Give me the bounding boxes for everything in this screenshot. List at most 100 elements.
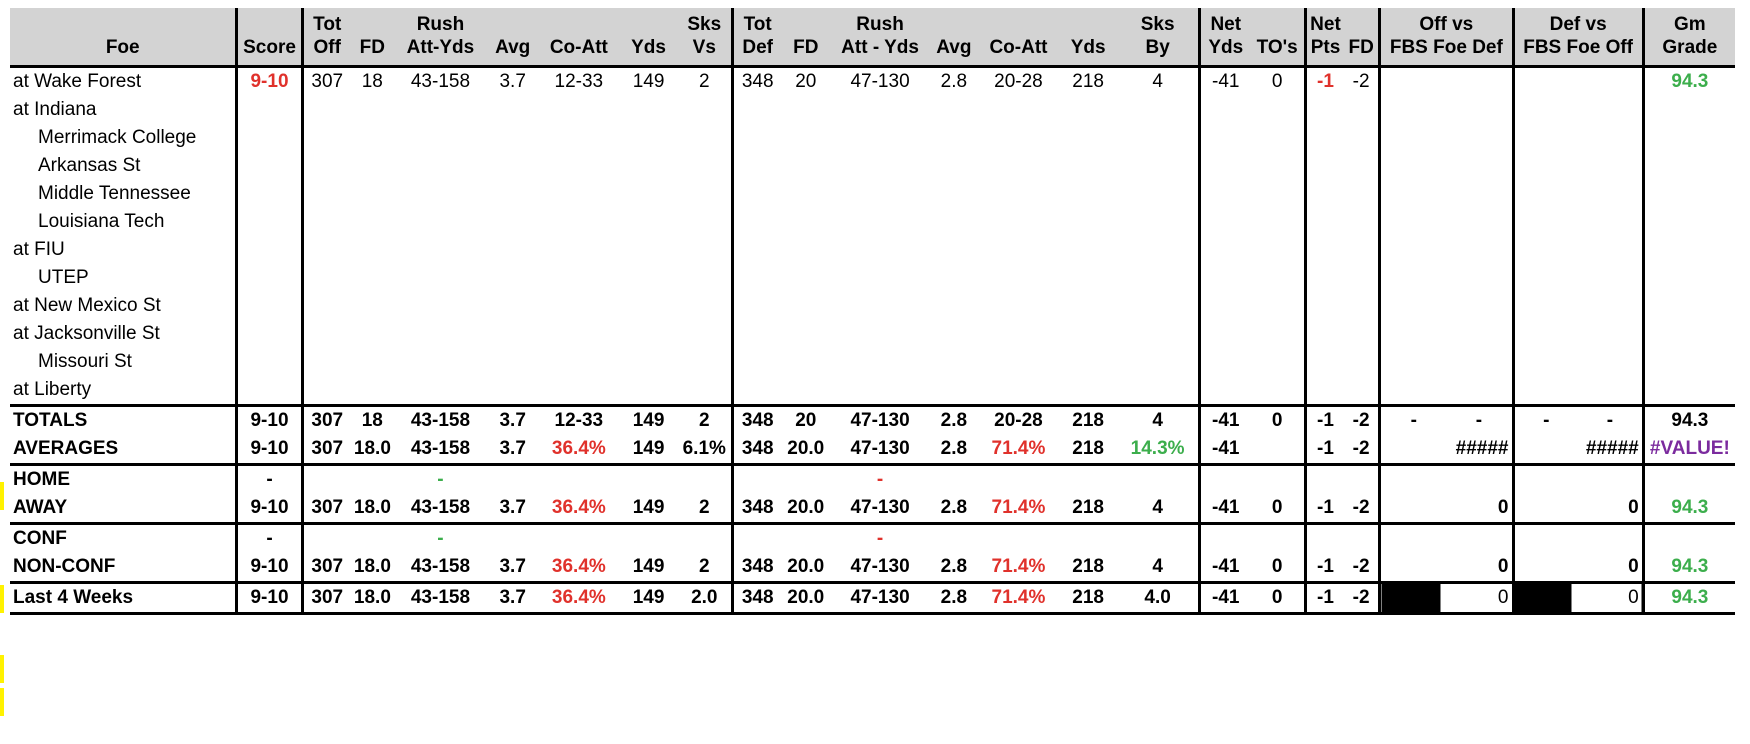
summary-cell: - (437, 469, 444, 490)
game-row: Middle Tennessee (10, 180, 1735, 208)
summary-cell: 218 (1059, 553, 1118, 584)
stat-cell (930, 96, 978, 124)
summary-cell (1641, 523, 1735, 553)
summary-cell: 47-130 (830, 494, 930, 525)
stat-cell (1511, 124, 1644, 152)
stat-cell (1303, 96, 1345, 124)
summary-cell: 94.3 (1641, 582, 1735, 615)
summary-cell: 47-130 (830, 553, 930, 584)
stat-cell (830, 124, 930, 152)
stat-cell (731, 96, 782, 124)
stat-cell (1117, 208, 1199, 236)
stat-cell (930, 180, 978, 208)
summary-cell: ##### (1511, 435, 1644, 466)
stat-cell (538, 96, 619, 124)
stat-cell (731, 180, 782, 208)
stat-cell (235, 180, 303, 208)
stat-cell (300, 376, 351, 406)
summary-cell: 94.3 (1641, 553, 1735, 584)
summary-cell (1198, 464, 1251, 494)
stat-cell (1641, 96, 1735, 124)
game-rows: at Wake Forest 9-10 307 18 43-158 3.7 12-33 149… (10, 66, 1735, 406)
stat-cell (538, 376, 619, 406)
stat-cell (394, 292, 488, 320)
stat-cell (1117, 376, 1199, 406)
game-row: at Liberty (10, 376, 1735, 406)
summary-cell: 149 (619, 494, 678, 525)
stat-cell (978, 152, 1059, 180)
summary-cell: 71.4% (977, 582, 1060, 615)
summary-cell: 348 (731, 435, 782, 466)
stat-cell: 20 (795, 71, 817, 92)
summary-cell (731, 464, 782, 494)
row-label: TOTALS (10, 404, 237, 435)
stat-cell (1641, 320, 1735, 348)
header-cell (538, 8, 620, 36)
game-row: UTEP (10, 264, 1735, 292)
summary-cell: 36.4% (538, 435, 620, 466)
stat-cell (1059, 152, 1117, 180)
header-cell: Off vs (1378, 8, 1513, 36)
stat-cell (1511, 66, 1644, 96)
stat-cell: 3.7 (499, 71, 526, 92)
summary-cell: 4 (1117, 404, 1200, 435)
stat-cell (930, 124, 978, 152)
stat-cell (1378, 96, 1513, 124)
stat-cell (1641, 208, 1735, 236)
summary-cell (1378, 523, 1513, 553)
summary-cell (300, 464, 351, 494)
stat-cell: 9-10 (235, 66, 303, 96)
stat-cell (1198, 320, 1251, 348)
header-cell: Co-Att (538, 36, 620, 68)
summary-cell: 0 (1511, 494, 1644, 525)
stat-cell (830, 180, 930, 208)
summary-cell: -2 (1344, 494, 1380, 525)
summary-cell (300, 523, 351, 553)
stat-cell (351, 180, 394, 208)
stat-cell (1250, 236, 1305, 264)
summary-cell: 307 (300, 582, 351, 615)
stat-cell (538, 292, 619, 320)
summary-cell: 348 (731, 494, 782, 525)
stat-cell (394, 208, 488, 236)
stat-cell (351, 236, 394, 264)
stat-cell (235, 208, 303, 236)
summary-cell: -1 (1303, 435, 1345, 466)
summary-cell: - (235, 464, 303, 494)
last4-row: Last 4 Weeks 9-10 307 18.0 43-158 3.7 36.4% 149… (10, 582, 1735, 615)
stat-cell (351, 208, 394, 236)
stat-cell (1117, 236, 1199, 264)
stat-cell (1198, 264, 1251, 292)
summary-cell: 36.4% (538, 582, 620, 615)
stat-cell (1378, 320, 1513, 348)
summary-cell: 47-130 (830, 582, 930, 615)
stat-cell (620, 96, 678, 124)
stat-cell (300, 348, 351, 376)
summary-cell: 0 (1378, 494, 1513, 525)
stat-cell (538, 208, 619, 236)
stat-cell (978, 348, 1059, 376)
stat-cell (538, 124, 619, 152)
stat-cell (487, 376, 538, 406)
header-cell: Yds (1198, 36, 1251, 68)
foe-name: Merrimack College (38, 127, 197, 148)
stat-cell (235, 264, 303, 292)
stat-cell (235, 376, 303, 406)
summary-cell (1378, 464, 1513, 494)
stat-cell (235, 96, 303, 124)
stat-cell (678, 264, 733, 292)
stat-cell (538, 264, 619, 292)
header-cell (1059, 8, 1118, 36)
stat-cell (1344, 264, 1380, 292)
summary-cell: 307 (300, 435, 351, 466)
stat-cell (1511, 208, 1644, 236)
summary-cell: 348 (731, 582, 782, 615)
stat-cell (1344, 124, 1380, 152)
header-cell (350, 8, 394, 36)
foe-name: Arkansas St (38, 155, 141, 176)
summary-cell: 20-28 (977, 404, 1060, 435)
stat-cell (394, 236, 488, 264)
header-cell (619, 8, 678, 36)
stat-cell: 12-33 (554, 71, 604, 92)
summary-cell: 6.1% (677, 435, 733, 466)
